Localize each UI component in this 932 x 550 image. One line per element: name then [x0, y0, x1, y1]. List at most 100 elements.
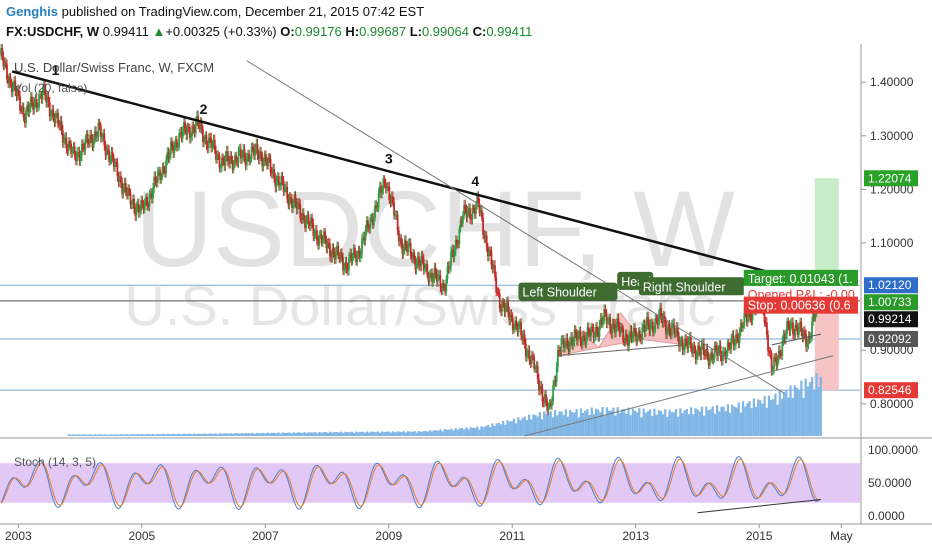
- candle-body: [519, 322, 521, 325]
- volume-bar: [463, 429, 466, 436]
- candle-body: [2, 56, 5, 67]
- candle-body: [313, 233, 316, 236]
- candle-body: [749, 310, 752, 318]
- volume-bar: [435, 430, 438, 436]
- volume-bar: [806, 386, 809, 436]
- candle-body: [543, 394, 546, 403]
- candle-body: [223, 160, 226, 166]
- candle-body: [767, 335, 769, 352]
- candle-body: [593, 335, 596, 338]
- time-tick-label: 2011: [499, 529, 525, 543]
- volume-bar: [811, 377, 814, 436]
- candle-body: [666, 330, 669, 334]
- candle-body: [384, 182, 387, 189]
- volume-bar: [113, 434, 116, 436]
- price-axis[interactable]: 1.400001.300001.200001.100000.900000.800…: [861, 75, 914, 411]
- volume-bar: [199, 433, 202, 436]
- candle-body: [418, 256, 420, 265]
- volume-bar: [314, 432, 317, 436]
- candle-body: [445, 279, 448, 293]
- volume-bar: [82, 434, 86, 436]
- candle-body: [538, 379, 540, 391]
- volume-bar: [296, 432, 299, 436]
- candle-body: [191, 125, 194, 136]
- volume-bar: [134, 434, 137, 436]
- candle-body: [745, 313, 748, 323]
- secondary-downtrend-line: [246, 60, 785, 394]
- candle-body: [166, 152, 169, 161]
- candle-body: [603, 308, 606, 321]
- candle-body: [488, 250, 490, 257]
- candle-body: [502, 301, 505, 303]
- candle-body: [483, 234, 486, 239]
- candle-body: [289, 197, 292, 199]
- candle-body: [571, 337, 574, 345]
- candle-body: [219, 167, 222, 169]
- candle-body: [200, 122, 203, 130]
- candle-body: [181, 131, 184, 139]
- candle-body: [554, 380, 557, 382]
- volume-bar: [301, 433, 304, 436]
- candle-body: [729, 346, 731, 350]
- candle-body: [372, 217, 375, 226]
- candle-body: [549, 403, 552, 407]
- price-tick-label: 0.80000: [870, 397, 914, 411]
- candle-body: [481, 210, 483, 218]
- candle-body: [399, 237, 401, 241]
- volume-bar: [270, 432, 274, 436]
- candle-body: [669, 331, 672, 336]
- candle-body: [489, 250, 492, 252]
- volume-bar: [765, 407, 768, 436]
- candle-body: [343, 267, 346, 271]
- candle-body: [750, 317, 753, 321]
- volume-bar: [804, 378, 807, 436]
- candle-body: [82, 143, 84, 147]
- candle-body: [388, 186, 391, 200]
- candle-body: [708, 358, 711, 366]
- candle-body: [207, 137, 210, 148]
- candle-body: [42, 83, 45, 91]
- volume-bar: [115, 434, 118, 436]
- volume-bar: [331, 432, 334, 436]
- time-axis[interactable]: 2003 2005 2007 2009 2011 2013 2015 May: [5, 524, 853, 543]
- volume-bar: [152, 433, 155, 436]
- volume-bar: [499, 424, 503, 436]
- candle-body: [116, 161, 119, 177]
- volume-bar: [234, 433, 237, 436]
- candle-body: [687, 341, 690, 349]
- volume-bar: [677, 416, 680, 436]
- candle-body: [661, 318, 664, 323]
- volume-bar: [532, 414, 535, 436]
- candle-body: [232, 163, 235, 170]
- time-tick-label: 2013: [622, 529, 649, 543]
- candle-body: [198, 125, 201, 129]
- volume-bar: [428, 430, 431, 436]
- candle-body: [234, 155, 236, 164]
- candle-body: [615, 326, 617, 333]
- candle-body: [282, 180, 285, 193]
- candle-body: [528, 350, 531, 361]
- candle-body: [390, 196, 393, 204]
- candle-body: [580, 341, 583, 345]
- symbol-label[interactable]: FX:USDCHF, W: [6, 24, 100, 39]
- candle-body: [96, 135, 99, 138]
- candle-body: [225, 151, 228, 157]
- volume-bar: [292, 432, 295, 436]
- candle-body: [255, 144, 258, 149]
- volume-bar: [311, 432, 315, 436]
- candle-body: [212, 139, 215, 146]
- candle-body: [448, 266, 451, 269]
- candle-body: [32, 102, 35, 110]
- stoch-pane[interactable]: 100.0000 50.0000 0.0000: [0, 443, 918, 523]
- candle-body: [498, 293, 501, 309]
- candle-body: [771, 369, 774, 371]
- author-link[interactable]: Genghis: [6, 4, 59, 19]
- candle-body: [296, 202, 299, 210]
- candle-body: [527, 350, 530, 354]
- candle-body: [324, 231, 327, 240]
- candle-body: [429, 272, 432, 274]
- candle-body: [809, 337, 812, 339]
- volume-bar: [415, 432, 418, 436]
- candle-body: [331, 248, 334, 258]
